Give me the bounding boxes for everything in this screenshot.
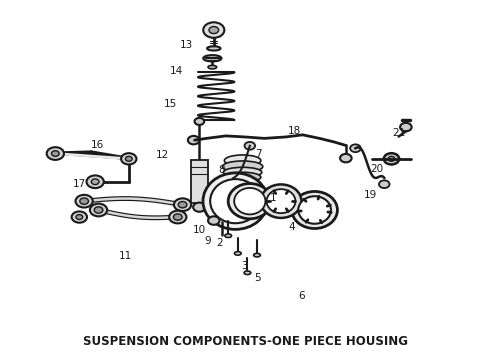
- Circle shape: [51, 151, 59, 156]
- Circle shape: [388, 156, 395, 161]
- Ellipse shape: [224, 155, 261, 166]
- Ellipse shape: [208, 66, 217, 69]
- FancyBboxPatch shape: [191, 159, 208, 203]
- Text: 9: 9: [204, 236, 211, 246]
- Ellipse shape: [244, 271, 251, 275]
- Circle shape: [228, 174, 238, 182]
- Ellipse shape: [234, 188, 266, 215]
- Text: 2: 2: [217, 238, 223, 248]
- Circle shape: [94, 207, 103, 213]
- Text: 7: 7: [255, 149, 261, 159]
- Text: 5: 5: [254, 273, 260, 283]
- Text: 17: 17: [73, 179, 86, 189]
- Text: 10: 10: [193, 225, 206, 235]
- Text: SUSPENSION COMPONENTS-ONE PIECE HOUSING: SUSPENSION COMPONENTS-ONE PIECE HOUSING: [82, 335, 408, 348]
- Circle shape: [91, 179, 99, 185]
- Circle shape: [169, 211, 186, 224]
- Ellipse shape: [254, 253, 260, 257]
- Text: 20: 20: [370, 165, 384, 174]
- Ellipse shape: [207, 46, 220, 50]
- Text: 16: 16: [91, 140, 104, 150]
- Ellipse shape: [222, 161, 263, 172]
- Text: 1: 1: [270, 193, 276, 203]
- Circle shape: [203, 22, 224, 38]
- Ellipse shape: [224, 172, 261, 182]
- Circle shape: [72, 211, 87, 223]
- Text: 21: 21: [392, 129, 405, 139]
- Circle shape: [188, 136, 199, 144]
- Ellipse shape: [226, 177, 259, 186]
- Circle shape: [195, 118, 204, 125]
- Text: 14: 14: [170, 66, 183, 76]
- Circle shape: [208, 216, 220, 225]
- Ellipse shape: [210, 179, 261, 223]
- Circle shape: [209, 27, 219, 33]
- Circle shape: [245, 142, 255, 150]
- Circle shape: [174, 198, 191, 211]
- Text: 12: 12: [156, 150, 169, 160]
- Circle shape: [193, 203, 206, 212]
- Text: 19: 19: [364, 190, 377, 200]
- Text: 18: 18: [287, 126, 300, 136]
- Circle shape: [379, 180, 390, 188]
- Text: 13: 13: [180, 40, 193, 50]
- Circle shape: [90, 204, 107, 216]
- Text: 3: 3: [241, 261, 247, 271]
- Text: 4: 4: [289, 221, 295, 231]
- Circle shape: [400, 123, 412, 131]
- Circle shape: [350, 144, 361, 152]
- Ellipse shape: [234, 252, 241, 255]
- Ellipse shape: [203, 173, 268, 229]
- Ellipse shape: [225, 234, 232, 238]
- Text: 8: 8: [219, 165, 225, 175]
- Ellipse shape: [292, 192, 338, 229]
- Circle shape: [121, 153, 137, 165]
- Circle shape: [178, 202, 187, 208]
- Text: 11: 11: [119, 251, 132, 261]
- Ellipse shape: [298, 196, 331, 224]
- Circle shape: [47, 147, 64, 160]
- Text: 15: 15: [164, 99, 177, 109]
- Circle shape: [80, 198, 89, 204]
- Circle shape: [75, 195, 93, 207]
- Circle shape: [173, 214, 182, 220]
- Ellipse shape: [223, 167, 262, 177]
- Circle shape: [76, 215, 83, 220]
- Text: 6: 6: [298, 291, 305, 301]
- Circle shape: [125, 156, 132, 161]
- Ellipse shape: [267, 189, 295, 213]
- Ellipse shape: [261, 184, 301, 218]
- Ellipse shape: [228, 184, 271, 219]
- Circle shape: [87, 175, 104, 188]
- Circle shape: [384, 153, 399, 165]
- Circle shape: [340, 154, 352, 162]
- Ellipse shape: [203, 55, 221, 62]
